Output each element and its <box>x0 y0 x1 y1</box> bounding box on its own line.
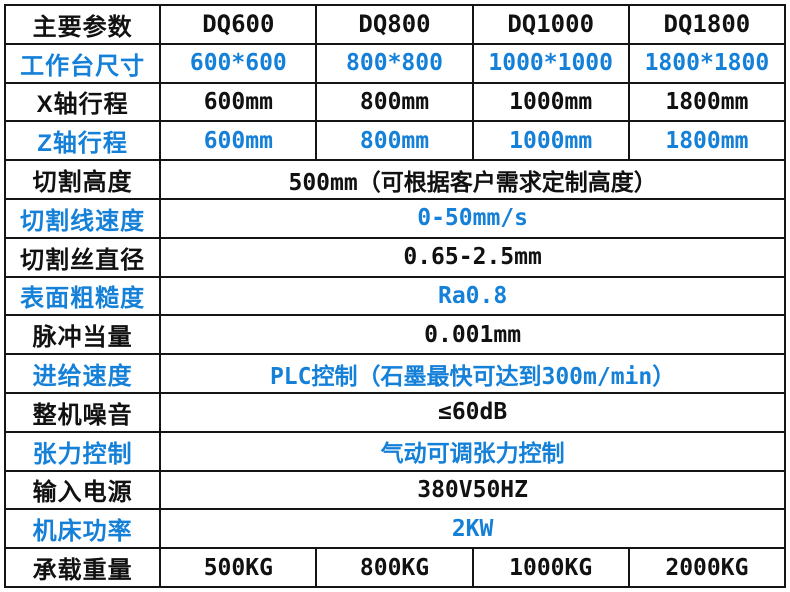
row-value: 1000KG <box>471 547 630 588</box>
row-label: 承载重量 <box>3 547 162 588</box>
header-model-dq1800: DQ1800 <box>627 4 787 45</box>
table-row: 切割线速度 0-50mm/s <box>3 197 786 239</box>
row-value: 600mm <box>159 120 318 162</box>
row-value-merged: 气动可调张力控制 <box>159 430 786 472</box>
row-label: 机床功率 <box>3 508 162 550</box>
row-value-merged: 380V50HZ <box>159 469 786 511</box>
row-label: 切割丝直径 <box>3 236 162 278</box>
row-value: 600mm <box>159 81 318 123</box>
table-row: 进给速度 PLC控制（石墨最快可达到300m/min） <box>3 353 786 394</box>
row-value: 1800*1800 <box>627 42 787 84</box>
row-label: Z轴行程 <box>3 120 162 162</box>
machine-spec-table: 主要参数 DQ600 DQ800 DQ1000 DQ1800 工作台尺寸 600*… <box>3 4 787 588</box>
row-value-merged: 0-50mm/s <box>159 197 786 239</box>
row-label: 输入电源 <box>3 469 162 511</box>
row-value-merged: ≤60dB <box>159 391 786 433</box>
header-model-dq600: DQ600 <box>159 4 318 45</box>
row-value: 2000KG <box>627 547 787 588</box>
header-row: 主要参数 DQ600 DQ800 DQ1000 DQ1800 <box>3 4 787 45</box>
table-row: 机床功率 2KW <box>3 508 786 550</box>
table-row: X轴行程 600mm 800mm 1000mm 1800mm <box>3 81 787 123</box>
row-label: 进给速度 <box>3 353 162 394</box>
table-row: 切割丝直径 0.65-2.5mm <box>3 236 786 278</box>
row-value: 800KG <box>315 547 474 588</box>
row-label: 张力控制 <box>3 430 162 472</box>
row-value: 600*600 <box>159 42 318 84</box>
row-value: 1800mm <box>627 81 787 123</box>
table-row: 工作台尺寸 600*600 800*800 1000*1000 1800*1800 <box>3 42 787 84</box>
row-value: 800mm <box>315 81 474 123</box>
table-row: 脉冲当量 0.001mm <box>3 314 786 356</box>
table-row: 输入电源 380V50HZ <box>3 469 786 511</box>
row-value: 1800mm <box>627 120 787 162</box>
table-body: 主要参数 DQ600 DQ800 DQ1000 DQ1800 工作台尺寸 600*… <box>3 4 787 588</box>
header-model-dq800: DQ800 <box>315 4 474 45</box>
header-main-params: 主要参数 <box>3 4 162 45</box>
row-value-merged: 2KW <box>159 508 786 550</box>
table-row: 表面粗糙度 Ra0.8 <box>3 275 786 317</box>
row-value-merged: 0.001mm <box>159 314 786 356</box>
row-label: X轴行程 <box>3 81 162 123</box>
row-label: 整机噪音 <box>3 391 162 433</box>
table-row: 张力控制 气动可调张力控制 <box>3 430 786 472</box>
table-row: 切割高度 500mm（可根据客户需求定制高度） <box>3 159 786 200</box>
table-row: 承载重量 500KG 800KG 1000KG 2000KG <box>3 547 787 588</box>
row-value: 800*800 <box>315 42 474 84</box>
row-value-merged: Ra0.8 <box>159 275 786 317</box>
table-row: Z轴行程 600mm 800mm 1000mm 1800mm <box>3 120 787 162</box>
header-model-dq1000: DQ1000 <box>471 4 630 45</box>
row-value: 1000*1000 <box>471 42 630 84</box>
row-value: 500KG <box>159 547 318 588</box>
row-value-merged: PLC控制（石墨最快可达到300m/min） <box>159 353 786 394</box>
row-label: 切割线速度 <box>3 197 162 239</box>
row-value: 1000mm <box>471 120 630 162</box>
table-row: 整机噪音 ≤60dB <box>3 391 786 433</box>
row-label: 表面粗糙度 <box>3 275 162 317</box>
row-value: 1000mm <box>471 81 630 123</box>
row-value-merged: 500mm（可根据客户需求定制高度） <box>159 159 786 200</box>
row-label: 切割高度 <box>3 159 162 200</box>
row-label: 脉冲当量 <box>3 314 162 356</box>
row-value-merged: 0.65-2.5mm <box>159 236 786 278</box>
row-value: 800mm <box>315 120 474 162</box>
row-label: 工作台尺寸 <box>3 42 162 84</box>
